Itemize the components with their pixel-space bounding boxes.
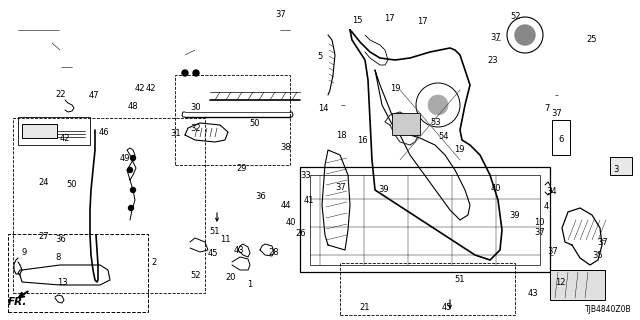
Bar bbox=[340, 263, 515, 315]
Text: 36: 36 bbox=[256, 192, 266, 201]
Text: 25: 25 bbox=[587, 35, 597, 44]
Circle shape bbox=[129, 205, 134, 211]
Text: 32: 32 bbox=[190, 124, 200, 132]
Bar bbox=[8, 234, 148, 312]
Text: 51: 51 bbox=[209, 228, 220, 236]
Bar bbox=[13, 118, 205, 293]
Text: 29: 29 bbox=[237, 164, 247, 173]
Text: 19: 19 bbox=[390, 84, 401, 93]
Text: 40: 40 bbox=[286, 218, 296, 227]
Text: 37: 37 bbox=[552, 109, 562, 118]
Bar bbox=[610, 157, 632, 175]
Text: 17: 17 bbox=[384, 14, 394, 23]
Text: 52: 52 bbox=[510, 12, 520, 21]
Text: 45: 45 bbox=[208, 249, 218, 258]
Text: 12: 12 bbox=[556, 278, 566, 287]
Circle shape bbox=[182, 70, 188, 76]
Text: 45: 45 bbox=[442, 303, 452, 312]
Bar bbox=[310, 175, 540, 265]
Text: 37: 37 bbox=[275, 10, 285, 19]
Text: 7: 7 bbox=[545, 104, 550, 113]
Text: 48: 48 bbox=[127, 102, 138, 111]
Circle shape bbox=[131, 188, 136, 193]
Text: 37: 37 bbox=[491, 33, 501, 42]
Bar bbox=[392, 113, 420, 135]
Text: 1: 1 bbox=[247, 280, 252, 289]
Text: 49: 49 bbox=[120, 154, 130, 163]
Text: 20: 20 bbox=[225, 273, 236, 282]
Text: 43: 43 bbox=[234, 246, 244, 255]
Text: 43: 43 bbox=[528, 289, 538, 298]
Text: 46: 46 bbox=[99, 128, 109, 137]
Text: 37: 37 bbox=[534, 228, 545, 237]
Text: 44: 44 bbox=[281, 201, 291, 210]
Text: 23: 23 bbox=[488, 56, 498, 65]
Text: 54: 54 bbox=[438, 132, 449, 140]
Text: 34: 34 bbox=[547, 188, 557, 196]
Text: 42: 42 bbox=[134, 84, 145, 92]
Text: 5: 5 bbox=[317, 52, 323, 60]
Text: 35: 35 bbox=[592, 252, 602, 260]
Text: 9: 9 bbox=[22, 248, 27, 257]
Text: 13: 13 bbox=[58, 278, 68, 287]
Circle shape bbox=[428, 95, 448, 115]
Circle shape bbox=[515, 25, 535, 45]
Text: 6: 6 bbox=[559, 135, 564, 144]
Circle shape bbox=[131, 156, 136, 161]
Bar bbox=[550, 270, 605, 300]
Text: 53: 53 bbox=[430, 118, 440, 127]
Text: 33: 33 bbox=[301, 171, 311, 180]
Text: 37: 37 bbox=[598, 238, 608, 247]
Text: 8: 8 bbox=[55, 253, 60, 262]
Text: 50: 50 bbox=[67, 180, 77, 189]
Text: 11: 11 bbox=[220, 235, 230, 244]
Text: 39: 39 bbox=[379, 185, 389, 194]
Text: 16: 16 bbox=[358, 136, 368, 145]
Text: 42: 42 bbox=[60, 134, 70, 143]
Text: 28: 28 bbox=[269, 248, 279, 257]
Text: 17: 17 bbox=[417, 17, 428, 26]
Text: 38: 38 bbox=[281, 143, 291, 152]
Text: 37: 37 bbox=[547, 247, 557, 256]
Bar bbox=[22, 124, 57, 138]
Text: 26: 26 bbox=[296, 229, 306, 238]
Text: 15: 15 bbox=[352, 16, 362, 25]
Circle shape bbox=[127, 167, 132, 172]
Text: 42: 42 bbox=[145, 84, 156, 92]
Text: TJB4840Z0B: TJB4840Z0B bbox=[586, 305, 632, 314]
Text: 52: 52 bbox=[190, 271, 200, 280]
Text: 51: 51 bbox=[454, 275, 465, 284]
Text: 19: 19 bbox=[454, 145, 465, 154]
Bar bbox=[175, 75, 290, 165]
Text: 39: 39 bbox=[509, 211, 520, 220]
Text: 10: 10 bbox=[534, 218, 545, 227]
Text: 2: 2 bbox=[151, 258, 156, 267]
Text: 30: 30 bbox=[190, 103, 200, 112]
Text: 18: 18 bbox=[337, 131, 347, 140]
Bar bbox=[552, 120, 570, 155]
Circle shape bbox=[193, 70, 199, 76]
Text: 40: 40 bbox=[491, 184, 501, 193]
Text: 50: 50 bbox=[250, 119, 260, 128]
Text: 21: 21 bbox=[360, 303, 370, 312]
Text: 14: 14 bbox=[318, 104, 328, 113]
Text: 4: 4 bbox=[543, 202, 548, 211]
Text: 37: 37 bbox=[335, 183, 346, 192]
Text: 22: 22 bbox=[56, 90, 66, 99]
Text: 36: 36 bbox=[56, 235, 66, 244]
Text: 47: 47 bbox=[89, 91, 99, 100]
Text: 31: 31 bbox=[171, 129, 181, 138]
Text: 24: 24 bbox=[38, 178, 49, 187]
Bar bbox=[18, 117, 90, 145]
Text: 41: 41 bbox=[304, 196, 314, 205]
Text: 3: 3 bbox=[614, 165, 619, 174]
Text: FR.: FR. bbox=[8, 297, 28, 307]
Bar bbox=[300, 167, 550, 272]
Text: 27: 27 bbox=[38, 232, 49, 241]
